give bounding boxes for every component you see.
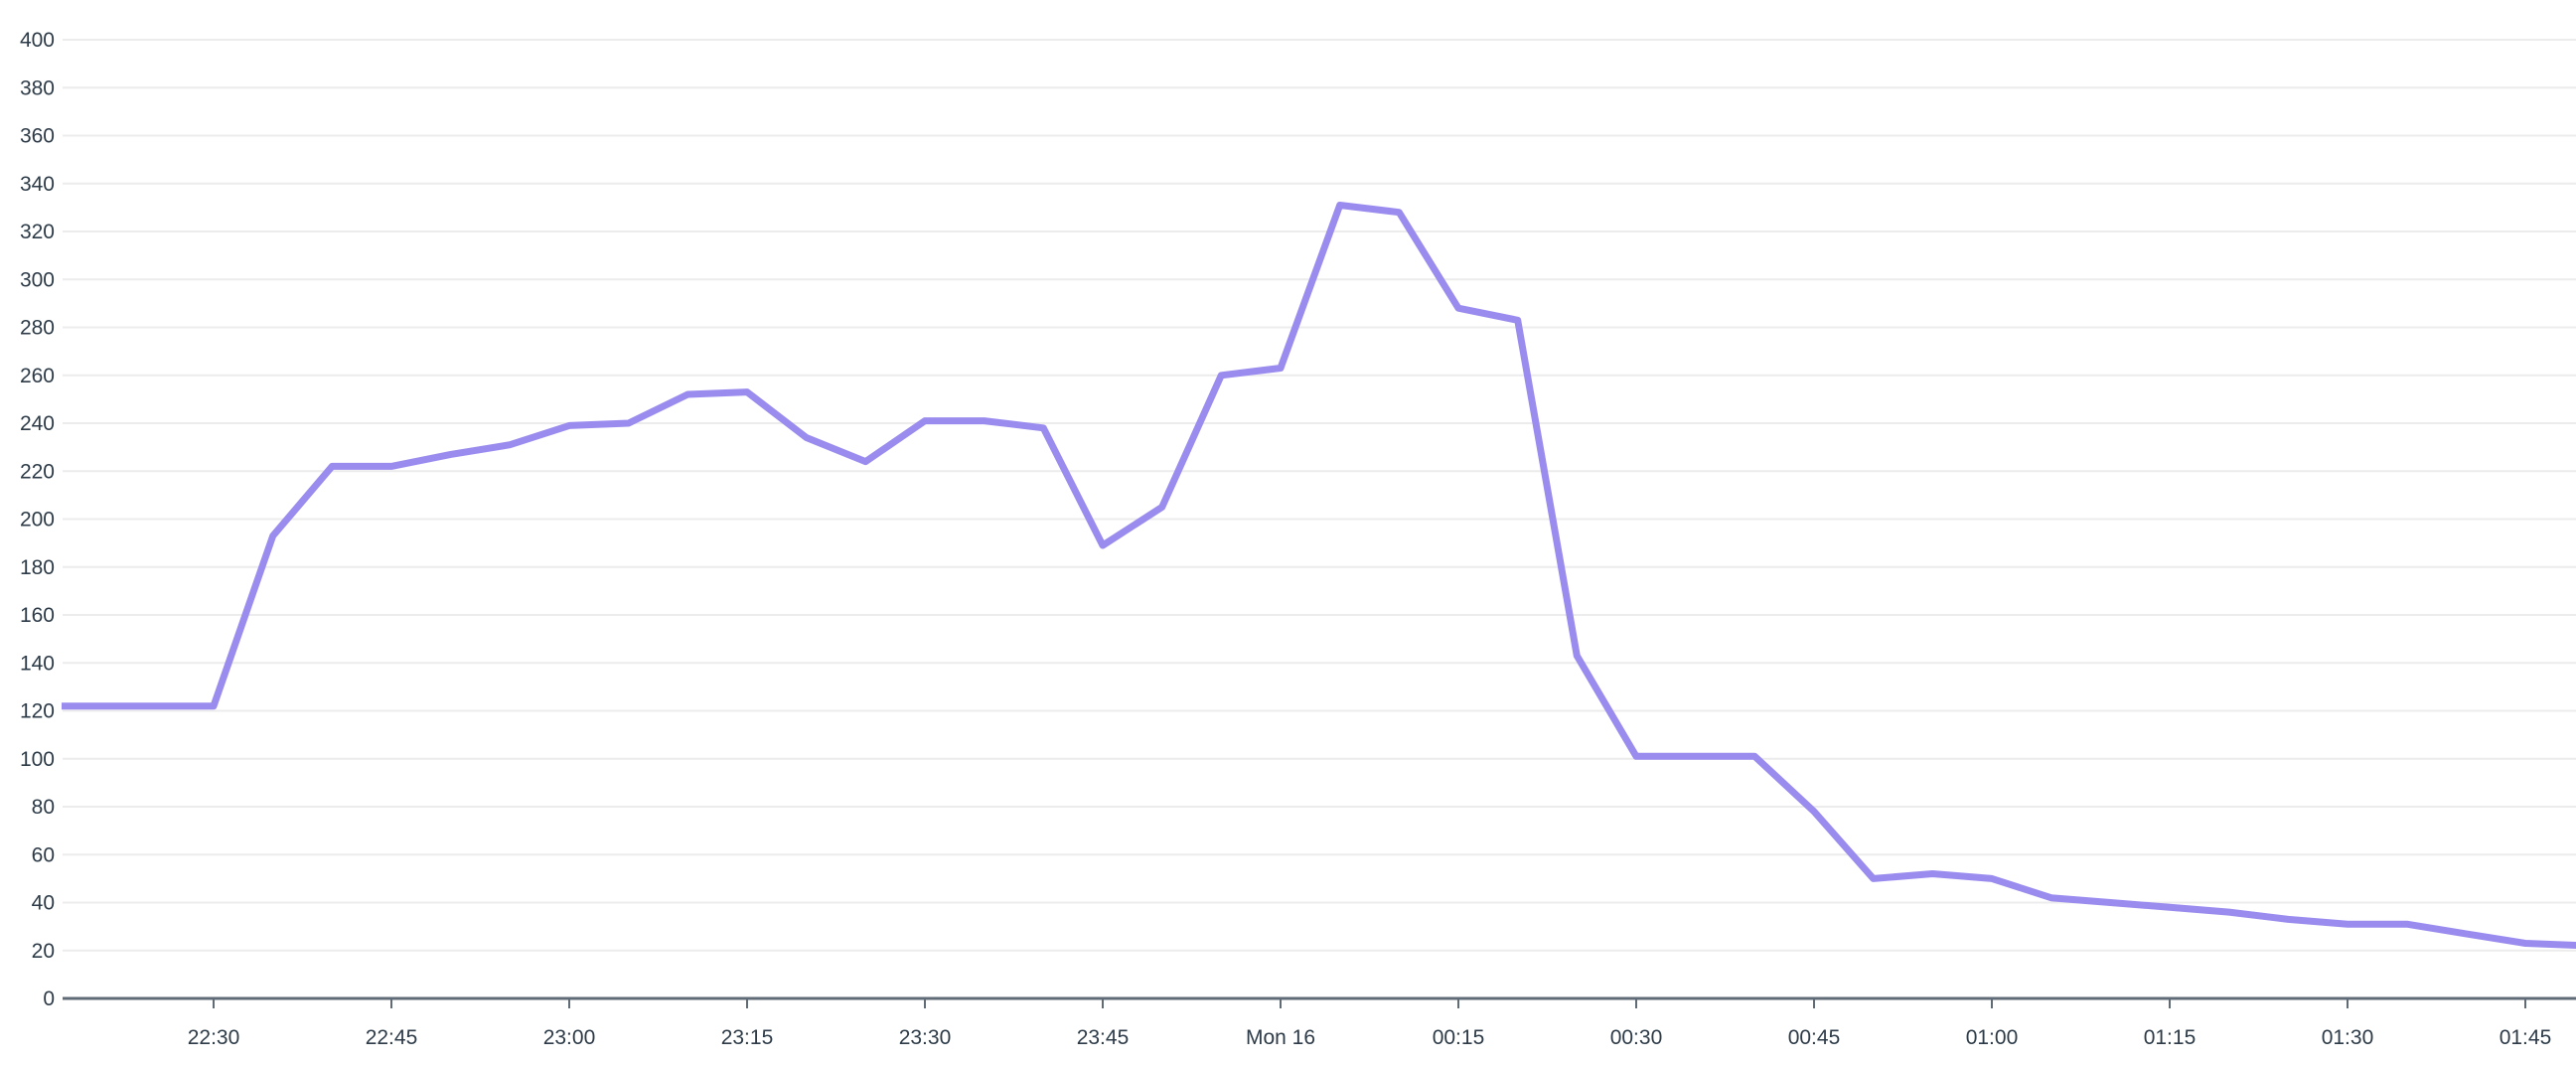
x-tick-label: 23:45 — [1077, 1026, 1130, 1049]
x-tick-label: 00:15 — [1433, 1026, 1485, 1049]
y-tick-label: 20 — [32, 940, 55, 963]
x-tick-label: 23:00 — [543, 1026, 596, 1049]
y-tick-label: 220 — [20, 460, 55, 483]
y-tick-label: 380 — [20, 76, 55, 99]
y-tick-label: 400 — [20, 29, 55, 52]
x-tick-label: 00:30 — [1610, 1026, 1663, 1049]
y-tick-label: 40 — [32, 892, 55, 915]
y-tick-label: 160 — [20, 604, 55, 627]
y-tick-label: 360 — [20, 125, 55, 148]
y-gridlines — [63, 39, 2576, 952]
y-tick-label: 200 — [20, 509, 55, 532]
y-tick-label: 0 — [43, 988, 55, 1010]
x-tick-label: 23:30 — [899, 1026, 952, 1049]
x-ticks: 22:30 22:45 23:00 23:15 23:30 23:45 Mon 16 00:1… — [188, 998, 2552, 1049]
series-line[interactable] — [36, 202, 2576, 950]
y-tick-label: 100 — [20, 748, 55, 771]
x-tick-label: 22:45 — [366, 1026, 418, 1049]
y-tick-label: 320 — [20, 221, 55, 243]
x-tick-label: 00:45 — [1788, 1026, 1841, 1049]
y-tick-label: 60 — [32, 843, 55, 866]
y-tick-labels: 0 20 40 60 80 100 120 140 160 180 200 220 240 260 280 3… — [20, 29, 55, 1010]
y-tick-label: 340 — [20, 173, 55, 196]
x-tick-label: Mon 16 — [1246, 1026, 1315, 1049]
x-tick-label: 22:30 — [188, 1026, 240, 1049]
x-tick-label: 01:45 — [2500, 1026, 2552, 1049]
x-tick-label: 01:00 — [1966, 1026, 2019, 1049]
x-tick-label: 01:15 — [2144, 1026, 2197, 1049]
y-tick-label: 300 — [20, 268, 55, 291]
y-tick-label: 80 — [32, 796, 55, 819]
y-tick-label: 280 — [20, 317, 55, 340]
y-tick-label: 140 — [20, 652, 55, 675]
y-tick-label: 180 — [20, 556, 55, 579]
x-tick-label: 23:15 — [721, 1026, 774, 1049]
x-tick-label: 01:30 — [2322, 1026, 2374, 1049]
y-tick-label: 120 — [20, 700, 55, 723]
y-tick-label: 240 — [20, 412, 55, 435]
y-tick-label: 260 — [20, 365, 55, 387]
